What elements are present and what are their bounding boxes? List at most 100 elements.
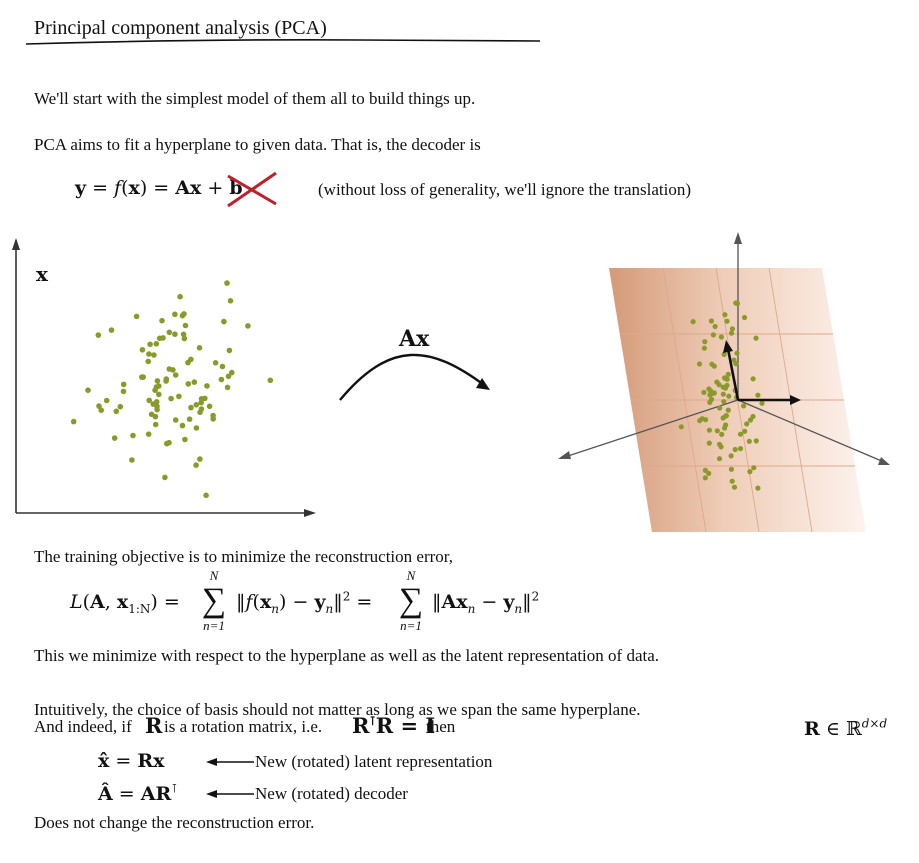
projected-point bbox=[720, 415, 726, 421]
projected-point bbox=[737, 431, 744, 437]
data-point bbox=[198, 399, 204, 406]
intro-text: We'll start with the simplest model of t… bbox=[34, 89, 476, 108]
sum-2: N ∑ n=1 bbox=[398, 568, 424, 633]
data-point bbox=[185, 381, 192, 387]
projected-point bbox=[702, 339, 708, 345]
conclusion: Does not change the reconstruction error… bbox=[34, 813, 315, 832]
new-decoder-label: New (rotated) decoder bbox=[255, 784, 408, 803]
data-point bbox=[225, 373, 232, 380]
projected-point bbox=[728, 466, 735, 472]
projected-point bbox=[731, 484, 738, 490]
intuition-line-2a: And indeed, if bbox=[34, 717, 132, 736]
intuition-line-2b: is a rotation matrix, i.e. bbox=[164, 717, 323, 736]
x-axis-arrowhead bbox=[304, 509, 316, 517]
data-point bbox=[193, 425, 200, 431]
data-point bbox=[197, 456, 203, 462]
new-decoder-eq: Â = AR⊺ bbox=[98, 781, 178, 805]
data-point bbox=[130, 432, 136, 439]
projected-point bbox=[709, 361, 715, 367]
data-point bbox=[140, 374, 146, 380]
data-point bbox=[224, 384, 231, 391]
loss-lhs: L(A, x1:N) = bbox=[70, 591, 180, 616]
projected-point bbox=[721, 399, 727, 405]
projected-point bbox=[729, 326, 736, 332]
projected-point bbox=[720, 391, 726, 397]
projected-point bbox=[678, 424, 684, 430]
projected-point bbox=[701, 389, 707, 395]
data-point bbox=[120, 381, 127, 388]
data-point bbox=[224, 280, 230, 286]
data-point bbox=[154, 378, 161, 384]
data-point bbox=[146, 397, 152, 404]
data-point bbox=[212, 360, 219, 366]
data-point bbox=[148, 411, 155, 418]
projected-point bbox=[755, 392, 761, 398]
data-point bbox=[229, 369, 235, 376]
data-point bbox=[182, 436, 188, 443]
decoder-sentence: PCA aims to fit a hyperplane to given da… bbox=[34, 135, 481, 154]
data-point bbox=[166, 329, 173, 336]
projected-point bbox=[724, 318, 730, 324]
data-point bbox=[221, 318, 227, 325]
data-point bbox=[120, 388, 127, 395]
projected-point bbox=[708, 388, 714, 394]
data-point bbox=[172, 372, 179, 378]
data-label: x bbox=[36, 262, 48, 286]
rotation-identity: R⊺R = I bbox=[352, 713, 436, 738]
intuition-line-2c: then bbox=[426, 717, 456, 736]
projected-point bbox=[753, 335, 759, 341]
data-point bbox=[177, 293, 183, 300]
loss-term-2: ‖Axn − yn‖2 bbox=[432, 589, 540, 616]
projected-point bbox=[722, 385, 729, 391]
projected-point bbox=[732, 446, 738, 453]
projected-point bbox=[726, 393, 732, 399]
projected-point bbox=[753, 438, 759, 444]
data-point bbox=[172, 331, 178, 338]
projected-point bbox=[741, 314, 748, 321]
data-point bbox=[179, 422, 186, 429]
title-underline bbox=[25, 39, 541, 45]
projected-point bbox=[759, 400, 765, 406]
data-point bbox=[172, 417, 179, 423]
data-point bbox=[181, 335, 188, 342]
projected-point bbox=[737, 446, 744, 452]
loss-term-1: ‖f(xn) − yn‖2 = bbox=[236, 589, 373, 616]
right-points bbox=[678, 300, 765, 491]
data-point bbox=[153, 341, 160, 347]
projected-point bbox=[722, 375, 728, 381]
data-point bbox=[147, 341, 153, 348]
projected-point bbox=[716, 456, 723, 462]
projected-point bbox=[744, 421, 750, 427]
projected-point bbox=[725, 407, 731, 413]
projected-point bbox=[750, 376, 756, 382]
projected-point bbox=[746, 438, 752, 444]
data-point bbox=[245, 323, 251, 329]
projected-point bbox=[741, 403, 747, 409]
data-point bbox=[204, 383, 210, 389]
projected-point bbox=[722, 312, 728, 318]
data-point bbox=[133, 313, 140, 320]
projected-point bbox=[734, 350, 740, 356]
projected-point bbox=[706, 440, 712, 446]
data-point bbox=[117, 403, 124, 410]
data-point bbox=[162, 474, 168, 481]
projected-point bbox=[750, 413, 756, 420]
projected-point bbox=[734, 300, 741, 307]
data-point bbox=[146, 351, 152, 357]
projected-point bbox=[710, 332, 717, 338]
projected-point bbox=[712, 323, 718, 330]
data-point bbox=[156, 391, 162, 398]
data-point bbox=[168, 395, 174, 402]
data-point bbox=[145, 358, 151, 365]
projected-point bbox=[690, 319, 696, 325]
data-point bbox=[202, 395, 208, 402]
data-point bbox=[198, 406, 205, 412]
new-latent-eq: x̂ = Rx bbox=[98, 750, 165, 772]
new-latent-label: New (rotated) latent representation bbox=[255, 752, 493, 771]
projected-point bbox=[742, 428, 748, 434]
objective-intro: The training objective is to minimize th… bbox=[34, 547, 453, 566]
